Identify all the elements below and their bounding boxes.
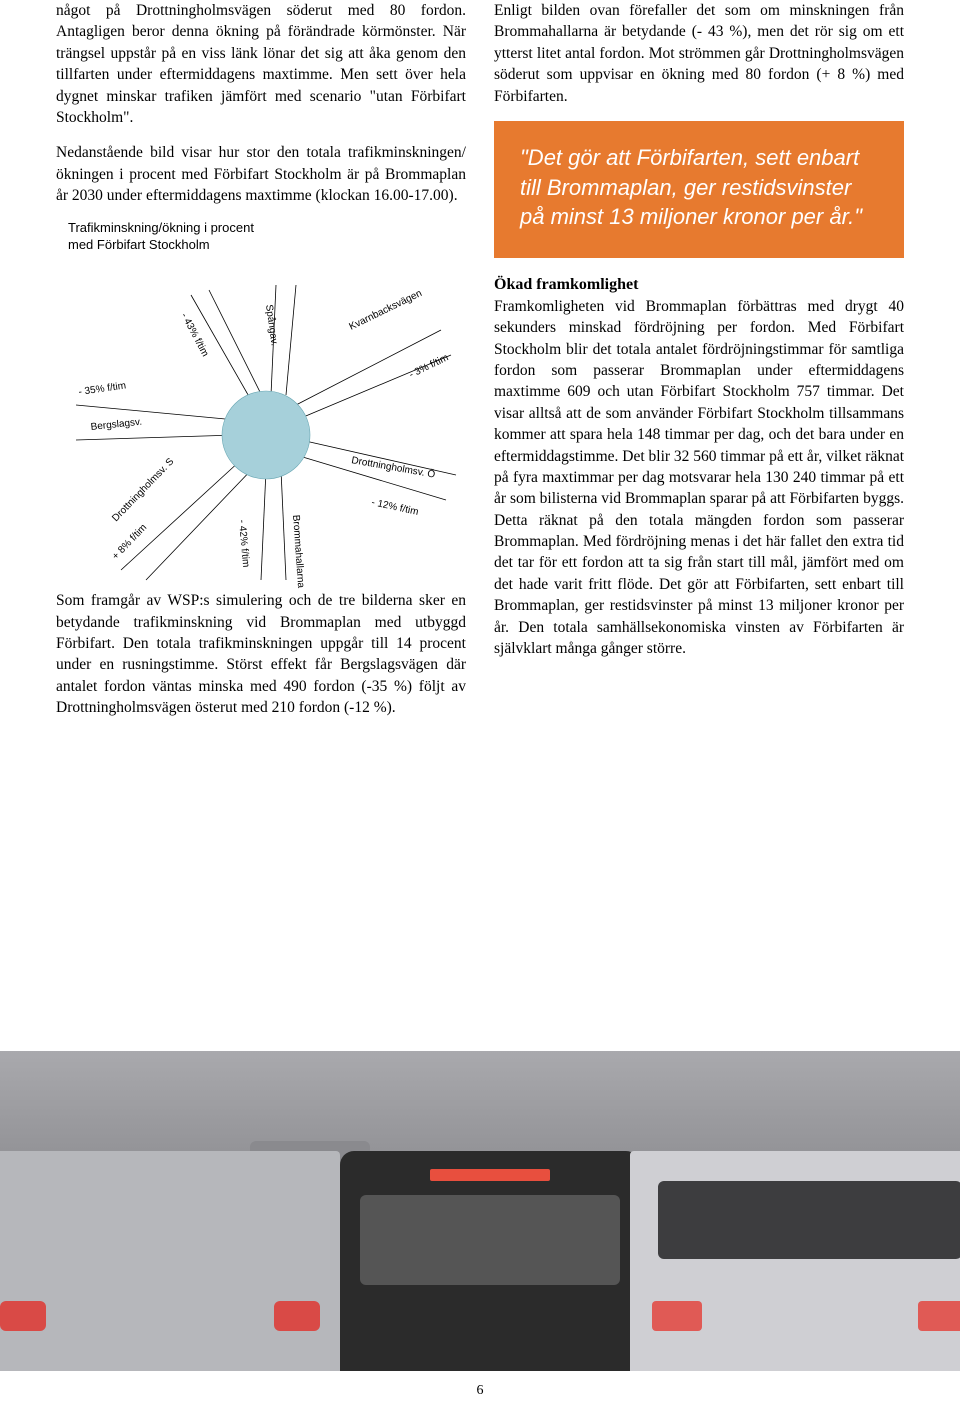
svg-text:- 12% f/tim: - 12% f/tim [370, 497, 419, 518]
left-paragraph-3: Som framgår av WSP:s simulering och de t… [56, 590, 466, 718]
diagram-title-line2: med Förbifart Stockholm [68, 237, 210, 252]
page-number: 6 [0, 1383, 960, 1399]
svg-text:- 35% f/tim: - 35% f/tim [78, 381, 127, 399]
svg-text:Kvarnbacksvägen: Kvarnbacksvägen [347, 288, 423, 333]
svg-text:Brommahallarna: Brommahallarna [290, 515, 306, 589]
svg-text:Spångav.: Spångav. [263, 304, 281, 347]
left-column: något på Drottningholmsvägen söderut med… [56, 0, 466, 732]
diagram-title: Trafikminskning/ökning i procent med För… [68, 220, 466, 254]
svg-text:- 43% f/tim: - 43% f/tim [178, 311, 210, 358]
left-paragraph-2: Nedanstående bild visar hur stor den tot… [56, 142, 466, 206]
right-paragraph-1: Enligt bilden ovan förefaller det som om… [494, 0, 904, 107]
subheading-okad: Ökad framkomlighet [494, 276, 904, 294]
roundabout-diagram: - 35% f/tim Bergslagsv. - 43% f/tim Spån… [56, 260, 466, 590]
right-column: Enligt bilden ovan förefaller det som om… [494, 0, 904, 732]
svg-text:Drottningholmsv. Ö: Drottningholmsv. Ö [350, 454, 436, 481]
left-paragraph-1: något på Drottningholmsvägen söderut med… [56, 0, 466, 128]
svg-text:+ 8% f/tim: + 8% f/tim [110, 522, 149, 562]
pull-quote-callout: "Det gör att Förbifarten, sett enbart ti… [494, 121, 904, 258]
svg-text:- 42% f/tim: - 42% f/tim [236, 519, 251, 568]
traffic-photo [0, 1051, 960, 1371]
svg-text:Bergslagsv.: Bergslagsv. [90, 417, 142, 433]
diagram-title-line1: Trafikminskning/ökning i procent [68, 220, 254, 235]
roundabout-center-icon [222, 391, 310, 479]
right-paragraph-2: Framkomligheten vid Brommaplan förbättra… [494, 296, 904, 659]
svg-text:- 3% f/tim: - 3% f/tim [407, 352, 450, 380]
svg-text:Drottningholmsv. S: Drottningholmsv. S [110, 456, 176, 524]
